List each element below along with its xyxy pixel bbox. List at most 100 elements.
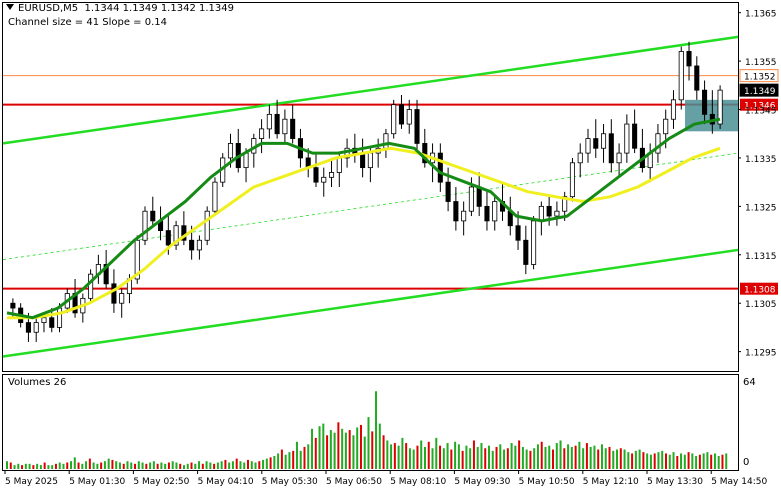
candlesticks xyxy=(10,41,723,342)
candle-body xyxy=(10,302,16,309)
candle-body xyxy=(717,89,723,125)
chart-header: EURUSD,M5 1.1344 1.1349 1.1342 1.1349 xyxy=(6,3,234,14)
candle-body xyxy=(492,201,498,222)
candle-body xyxy=(523,239,529,265)
candle-body xyxy=(694,65,700,91)
candle-body xyxy=(686,51,692,67)
candle-body xyxy=(624,123,630,154)
candle-body xyxy=(196,239,202,251)
price-tick-label: 1.1305 xyxy=(745,300,777,310)
regression-channel xyxy=(2,35,739,358)
candle-body xyxy=(406,109,412,125)
ma-fast-line xyxy=(6,117,721,320)
candle-body xyxy=(266,113,272,130)
price-marker xyxy=(739,69,779,83)
volume-min-label: 0 xyxy=(743,457,749,468)
time-tick-label: 5 May 2025 xyxy=(5,477,58,487)
price-tick-label: 1.1325 xyxy=(745,203,777,213)
level-tag xyxy=(740,282,778,295)
candle-body xyxy=(538,205,544,222)
price-tick-label: 1.1345 xyxy=(745,107,777,117)
candle-body xyxy=(321,176,327,183)
candle-body xyxy=(119,293,125,304)
candle-body xyxy=(56,307,63,328)
candle-body xyxy=(655,133,661,154)
candle-body xyxy=(632,123,638,149)
time-tick-label: 5 May 04:10 xyxy=(198,477,254,487)
price-tick-label: 1.1365 xyxy=(745,10,777,20)
candle-body xyxy=(360,152,366,169)
price-tick-label: 1.1295 xyxy=(745,349,777,359)
time-tick-label: 5 May 14:50 xyxy=(711,477,767,487)
candle-body xyxy=(398,104,405,125)
ohlc-readout: 1.1344 1.1349 1.1342 1.1349 xyxy=(84,3,234,14)
candle-body xyxy=(103,264,109,285)
candle-body xyxy=(134,239,140,280)
candle-body xyxy=(367,152,373,169)
level-tag xyxy=(740,98,778,111)
candle-body xyxy=(49,317,55,328)
price-axis: 1.1346 1.1308 1.1365 1.1355 1.1345 1.1335 1.13… xyxy=(738,10,778,359)
candle-body xyxy=(41,317,47,323)
candle-body xyxy=(383,133,389,149)
candle-body xyxy=(461,210,467,222)
candle-body xyxy=(391,104,397,135)
time-tick-label: 5 May 06:50 xyxy=(326,477,382,487)
candle-body xyxy=(453,201,459,222)
candle-body xyxy=(678,51,684,101)
volume-max-label: 64 xyxy=(743,377,756,388)
dropdown-triangle-icon[interactable] xyxy=(6,4,14,10)
candle-body xyxy=(484,205,490,222)
candle-body xyxy=(173,225,179,246)
candle-body xyxy=(212,181,218,212)
price-marker-text: 1.1349 xyxy=(744,87,776,97)
candle-body xyxy=(577,152,583,164)
symbol-label: EURUSD,M5 xyxy=(18,3,79,14)
price-tick-label: 1.1315 xyxy=(745,252,777,262)
price-tick-label: 1.1335 xyxy=(745,155,777,165)
candle-body xyxy=(562,196,568,212)
candle-body xyxy=(274,113,280,135)
candle-body xyxy=(142,210,148,241)
candle-body xyxy=(663,118,669,135)
candle-body xyxy=(204,210,210,241)
horizontal-levels xyxy=(3,75,738,290)
candle-body xyxy=(336,157,342,173)
candle-body xyxy=(414,109,420,144)
channel-info: Channel size = 41 Slope = 0.14 xyxy=(8,17,168,28)
time-tick-label: 5 May 09:30 xyxy=(454,477,510,487)
price-panel xyxy=(2,2,739,372)
volume-bars xyxy=(6,391,728,469)
price-markers: 1.1352 1.1349 xyxy=(739,69,779,97)
candle-body xyxy=(328,172,335,178)
volume-panel-frame xyxy=(2,374,739,471)
channel-lower-line xyxy=(2,248,739,358)
candle-body xyxy=(259,128,265,139)
time-tick-label: 5 May 10:50 xyxy=(519,477,575,487)
channel-upper-line xyxy=(2,35,739,145)
candle-body xyxy=(111,283,117,304)
level-tag-text: 1.1308 xyxy=(744,286,776,296)
candle-body xyxy=(165,230,171,246)
candle-body xyxy=(243,152,249,169)
time-tick-label: 5 May 01:30 xyxy=(69,477,125,487)
time-tick-label: 5 May 08:10 xyxy=(390,477,446,487)
level-tag-text: 1.1346 xyxy=(744,102,776,112)
candle-body xyxy=(702,89,708,115)
candle-body xyxy=(585,138,591,154)
candle-body xyxy=(282,118,288,135)
candle-body xyxy=(515,225,521,241)
candle-body xyxy=(290,118,296,139)
candle-body xyxy=(227,143,234,159)
candle-body xyxy=(468,186,474,212)
candle-body xyxy=(88,273,94,299)
candle-body xyxy=(476,186,482,207)
candle-body xyxy=(616,152,622,164)
time-tick-label: 5 May 05:30 xyxy=(262,477,318,487)
time-tick-label: 5 May 13:30 xyxy=(647,477,703,487)
price-tick-label: 1.1355 xyxy=(745,58,777,68)
moving-averages xyxy=(6,117,721,320)
candle-body xyxy=(546,205,552,217)
candle-body xyxy=(445,181,451,202)
